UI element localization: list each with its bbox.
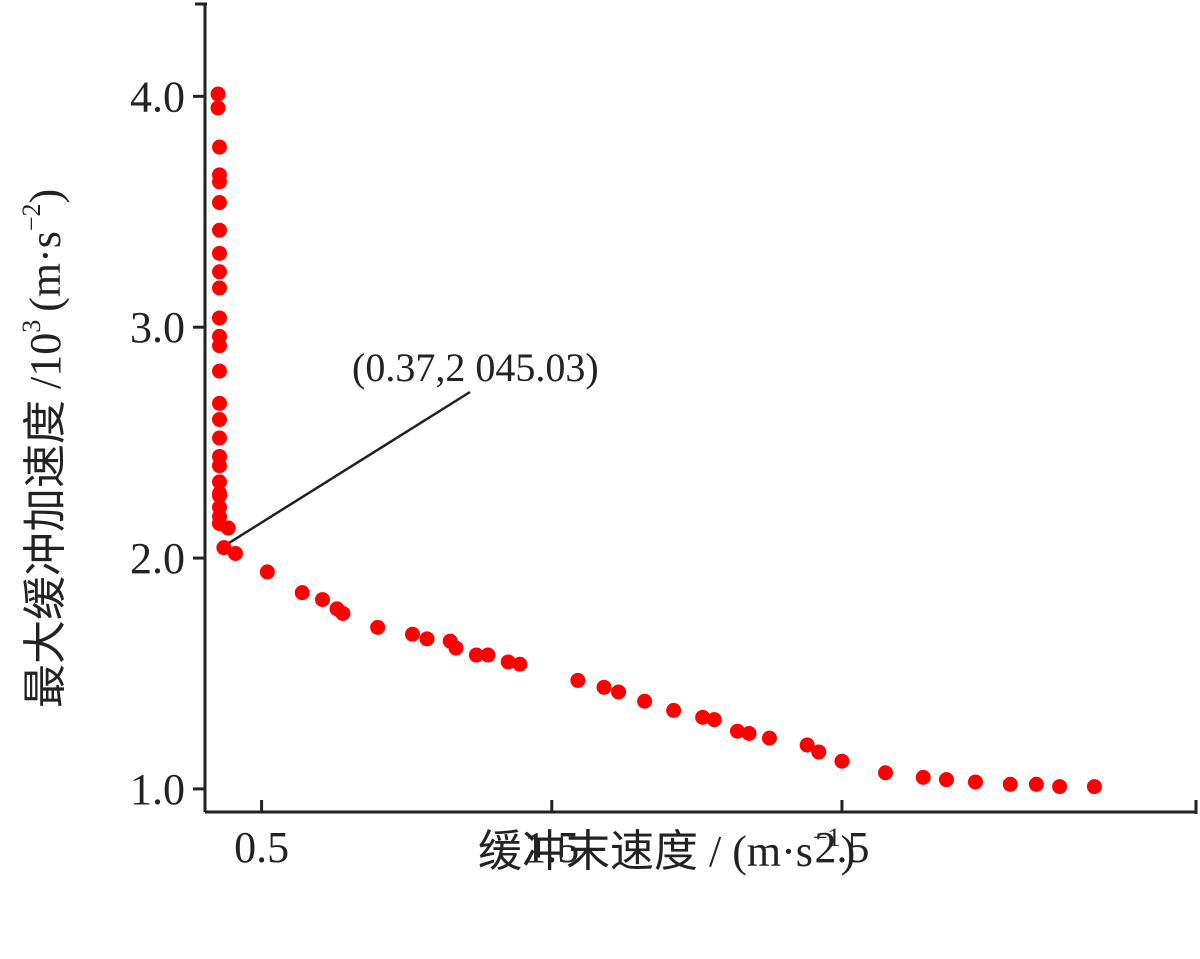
data-point: [210, 86, 226, 102]
x-tick-label: 2.5: [814, 823, 869, 872]
data-point: [480, 647, 496, 663]
data-point: [335, 605, 351, 621]
data-point: [512, 656, 528, 672]
data-point: [1002, 776, 1018, 792]
data-point: [212, 280, 228, 296]
data-point: [500, 654, 516, 670]
x-axis-title-close: ): [841, 827, 856, 876]
data-point: [706, 712, 722, 728]
y-axis-title-sup3: 3: [17, 320, 46, 333]
annotation-label: (0.37,2 045.03): [352, 345, 599, 390]
y-tick-label: 1.0: [130, 765, 185, 814]
data-point: [227, 545, 243, 561]
data-point: [212, 174, 228, 190]
data-point: [212, 430, 228, 446]
data-point: [468, 647, 484, 663]
data-point: [877, 765, 893, 781]
data-point: [1028, 776, 1044, 792]
data-point: [570, 672, 586, 688]
data-point: [915, 769, 931, 785]
data-point: [370, 619, 386, 635]
data-point: [212, 222, 228, 238]
y-axis-title-close: ): [21, 189, 70, 204]
data-point: [212, 195, 228, 211]
data-point: [404, 626, 420, 642]
data-point: [695, 709, 711, 725]
data-point: [212, 264, 228, 280]
data-point: [761, 730, 777, 746]
data-point: [729, 723, 745, 739]
x-axis-title-main: 缓冲末速度 / (m·s: [478, 827, 813, 876]
data-point: [212, 338, 228, 354]
data-point: [448, 640, 464, 656]
data-point: [666, 702, 682, 718]
data-point: [294, 585, 310, 601]
data-point: [220, 520, 236, 536]
y-tick-label: 4.0: [130, 72, 185, 121]
data-point: [212, 458, 228, 474]
y-axis-title: 最大缓冲加速度 /103 (m·s−2): [17, 189, 70, 708]
data-point: [212, 363, 228, 379]
data-point: [210, 100, 226, 116]
data-point: [637, 693, 653, 709]
data-point: [216, 540, 232, 556]
data-point: [212, 395, 228, 411]
data-point: [938, 772, 954, 788]
data-point: [741, 726, 757, 742]
x-ticks: 0.5 1.5 2.5: [234, 800, 869, 872]
data-point: [212, 485, 228, 501]
data-point: [967, 774, 983, 790]
data-point: [315, 592, 331, 608]
y-tick-label: 2.0: [130, 534, 185, 583]
data-point: [611, 684, 627, 700]
x-tick-label: 1.5: [524, 823, 579, 872]
data-point: [212, 474, 228, 490]
data-point: [212, 412, 228, 428]
data-point: [834, 753, 850, 769]
annotation-leader-line: [227, 390, 471, 545]
data-point: [212, 310, 228, 326]
data-points: [210, 86, 1102, 795]
y-axis-title-unit: (m·s: [21, 231, 70, 312]
y-axis-title-sup: −2: [17, 203, 46, 231]
y-ticks: 1.0 2.0 3.0 4.0: [130, 72, 205, 814]
x-axis-title: 缓冲末速度 / (m·s−1): [478, 823, 855, 876]
data-point: [1086, 779, 1102, 795]
y-tick-label: 3.0: [130, 303, 185, 352]
y-axis-title-main: 最大缓冲加速度 /10: [21, 333, 70, 708]
data-point: [799, 737, 815, 753]
data-point: [259, 564, 275, 580]
x-axis-title-sup: −1: [813, 823, 841, 852]
data-point: [212, 245, 228, 261]
data-point: [596, 679, 612, 695]
data-point: [212, 139, 228, 155]
data-point: [419, 631, 435, 647]
data-point: [811, 744, 827, 760]
x-tick-label: 0.5: [234, 823, 289, 872]
data-point: [1052, 779, 1068, 795]
